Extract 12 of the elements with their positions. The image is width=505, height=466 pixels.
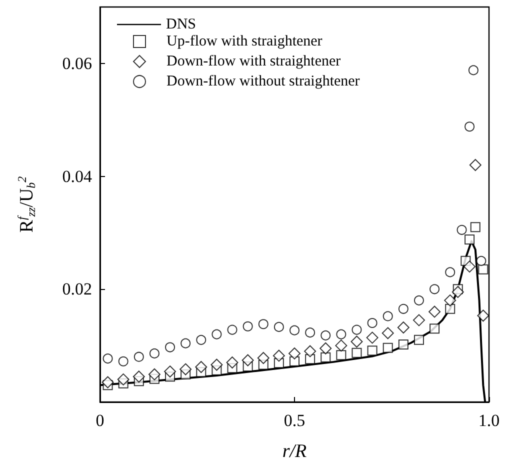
- x-tick-label: 0: [96, 411, 104, 430]
- legend-label: Down-flow with straightener: [166, 54, 341, 70]
- x-tick-label: 0.5: [284, 411, 306, 430]
- legend-label: Down-flow without straightener: [166, 74, 360, 90]
- legend-label: Up-flow with straightener: [166, 34, 322, 50]
- y-axis-title: Rfzz/Ub2: [15, 176, 38, 233]
- y-tick-label: 0.02: [62, 280, 92, 299]
- x-axis-title: r/R: [282, 441, 308, 462]
- y-tick-label: 0.06: [62, 54, 92, 73]
- legend-label: DNS: [166, 16, 196, 32]
- y-tick-label: 0.04: [62, 166, 92, 186]
- x-tick-label: 1.0: [478, 411, 500, 430]
